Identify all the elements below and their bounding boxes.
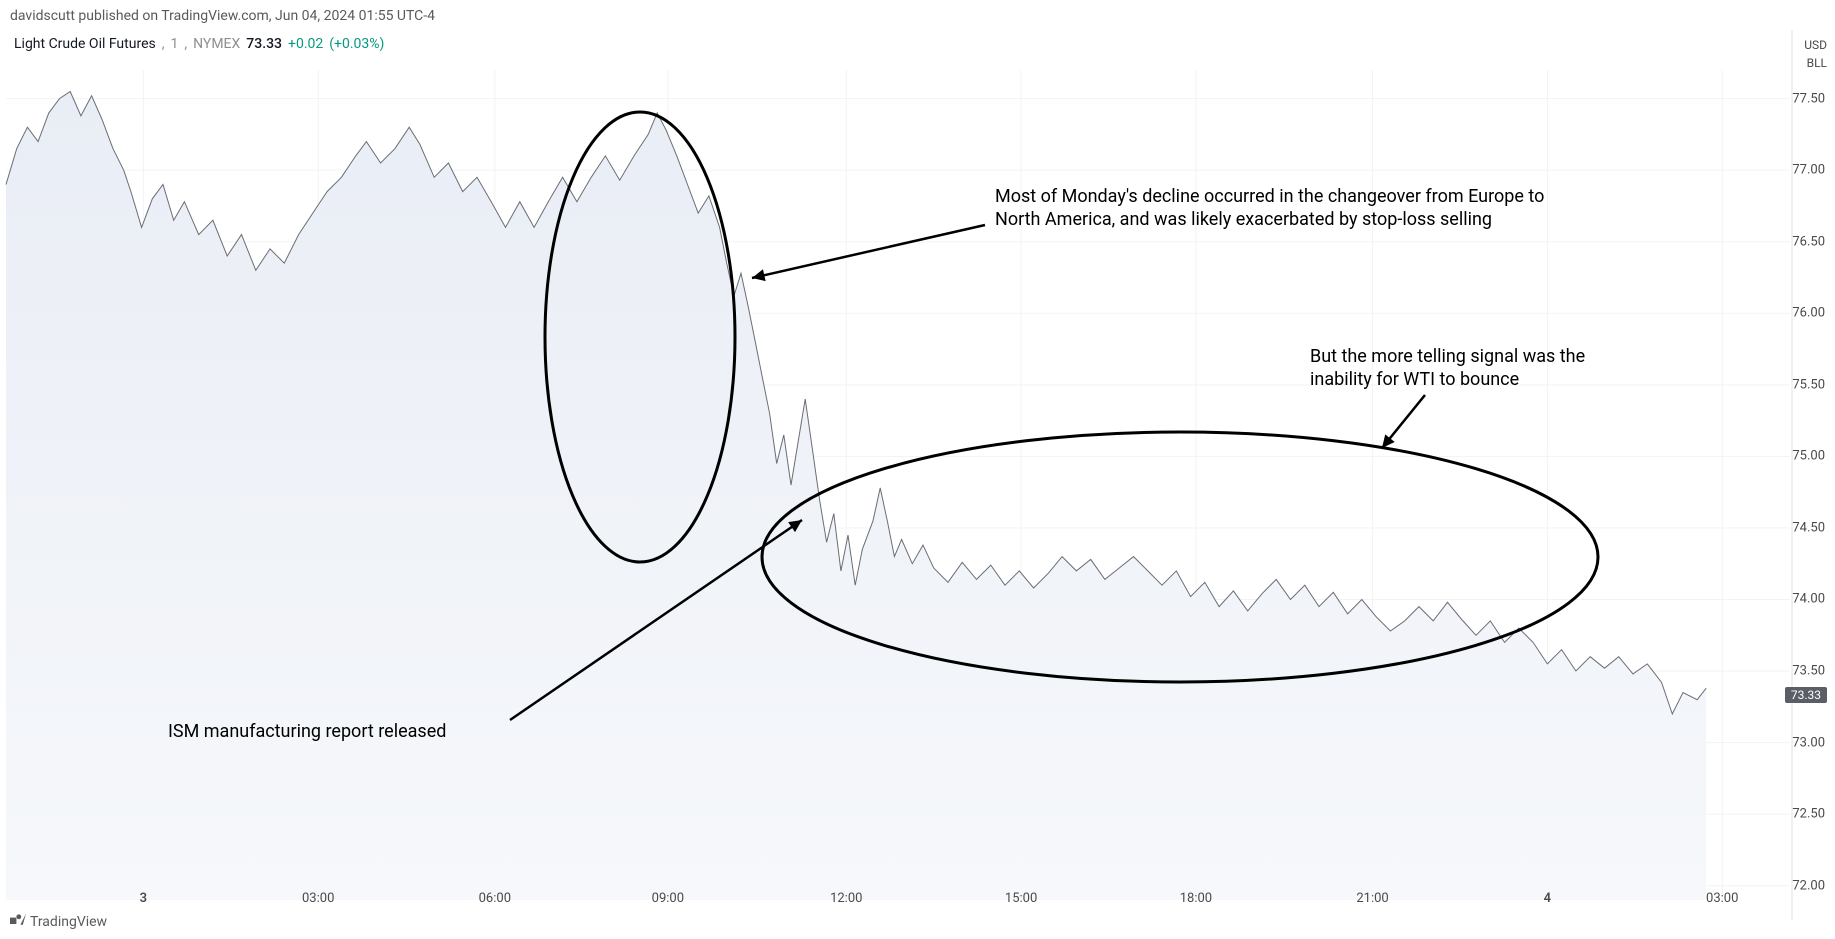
x-tick-label: 15:00	[1005, 891, 1037, 906]
x-tick-label: 03:00	[1706, 891, 1738, 906]
y-tick-label: 73.00	[1792, 735, 1825, 750]
y-tick-label: 77.50	[1792, 91, 1825, 106]
x-tick-label: 09:00	[652, 891, 684, 906]
tradingview-logo: TradingView	[10, 913, 107, 931]
tradingview-chart: davidscutt published on TradingView.com,…	[0, 0, 1835, 939]
axis-currency-label: USD	[1804, 38, 1827, 52]
y-tick-label: 77.00	[1792, 163, 1825, 178]
axis-unit-label: BLL	[1807, 56, 1827, 70]
x-tick-label: 18:00	[1180, 891, 1212, 906]
y-tick-label: 76.00	[1792, 306, 1825, 321]
y-tick-label: 75.00	[1792, 449, 1825, 464]
x-axis-labels: 3 03:00 06:00 09:00 12:00 15:00 18:00 21:00 4 03:…	[0, 891, 1835, 911]
x-tick-label: 06:00	[479, 891, 511, 906]
x-tick-label: 21:00	[1356, 891, 1388, 906]
y-tick-label: 74.50	[1792, 520, 1825, 535]
tradingview-label: TradingView	[30, 914, 107, 930]
x-tick-label: 12:00	[830, 891, 862, 906]
annotation-text-2: But the more telling signal was the inab…	[1310, 345, 1650, 392]
x-tick-label: 03:00	[302, 891, 334, 906]
price-chart	[0, 30, 1835, 939]
y-tick-label: 75.50	[1792, 377, 1825, 392]
chart-stage[interactable]: USD BLL 72.0072.5073.0073.5074.0074.5075…	[0, 30, 1835, 939]
x-tick-label: 3	[140, 891, 147, 906]
annotation-text-1: Most of Monday's decline occurred in the…	[995, 185, 1555, 232]
y-tick-label: 73.50	[1792, 664, 1825, 679]
y-tick-label: 72.50	[1792, 807, 1825, 822]
attribution-text: davidscutt published on TradingView.com,…	[10, 8, 435, 24]
x-tick-label: 4	[1544, 891, 1551, 906]
tv-logo-icon	[10, 913, 26, 931]
annotation-text-3: ISM manufacturing report released	[168, 720, 446, 743]
y-tick-label: 76.50	[1792, 234, 1825, 249]
last-price-flag: 73.33	[1785, 687, 1827, 703]
y-tick-label: 74.00	[1792, 592, 1825, 607]
